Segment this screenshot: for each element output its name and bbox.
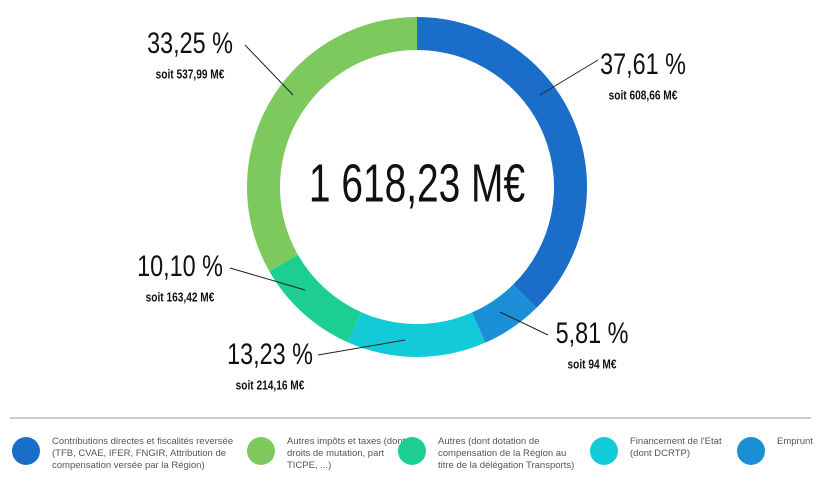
total-label: 1 618,23 M€ xyxy=(309,152,525,213)
legend-swatch xyxy=(737,437,765,465)
amount-label: soit 163,42 M€ xyxy=(146,290,215,304)
donut-segment xyxy=(348,312,486,358)
amount-label: soit 537,99 M€ xyxy=(156,67,225,81)
amount-label: soit 214,16 M€ xyxy=(236,378,305,392)
leader-line xyxy=(499,311,549,336)
percent-label: 10,10 % xyxy=(137,249,223,282)
donut-segment xyxy=(417,17,588,309)
leader-line xyxy=(539,59,599,96)
percent-label: 33,25 % xyxy=(147,26,233,59)
legend-label: Autres impôts et taxes (dont droits de m… xyxy=(287,436,406,471)
chart: 37,61 % soit 608,66 M€ 33,25 % soit 537,99 … xyxy=(10,17,811,419)
legend-swatch xyxy=(247,437,275,465)
donut-segment xyxy=(247,17,417,272)
legend-swatch xyxy=(12,437,40,465)
leader-line xyxy=(229,267,306,291)
leader-line xyxy=(317,339,406,356)
amount-label: soit 608,66 M€ xyxy=(609,88,678,102)
legend-label: Contributions directes et fiscalités rev… xyxy=(52,436,234,471)
legend-swatch xyxy=(590,437,618,465)
percent-label: 5,81 % xyxy=(556,316,629,349)
donut-segment xyxy=(269,254,362,343)
legend-swatch xyxy=(398,437,426,465)
percent-label: 37,61 % xyxy=(600,47,686,80)
legend-label: Autres (dont dotation de compensation de… xyxy=(438,436,575,471)
legend-label: Emprunt xyxy=(777,436,813,447)
leader-line xyxy=(244,44,294,96)
percent-label: 13,23 % xyxy=(227,337,313,370)
amount-label: soit 94 M€ xyxy=(568,357,617,371)
legend-label: Financement de l'Etat (dont DCRTP) xyxy=(630,436,722,459)
